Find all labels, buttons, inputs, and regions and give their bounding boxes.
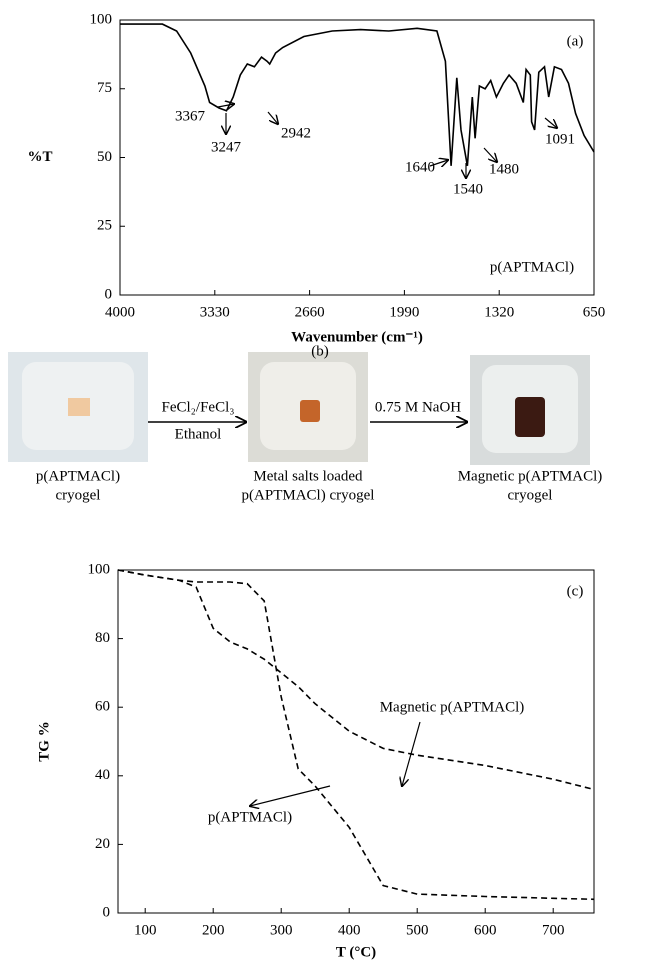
annotation: 1540 bbox=[453, 181, 483, 197]
annotation: 2942 bbox=[281, 125, 311, 141]
sample bbox=[68, 398, 90, 416]
annotation-arrow bbox=[545, 118, 557, 128]
caption: p(APTMACl) cryogel bbox=[242, 487, 375, 503]
annotation-arrow bbox=[484, 148, 497, 162]
caption: cryogel bbox=[508, 487, 553, 503]
photo-panel bbox=[8, 352, 590, 465]
annotation-arrow bbox=[218, 104, 234, 107]
sample bbox=[515, 397, 545, 437]
x-tick-label: 650 bbox=[583, 304, 606, 320]
panel-label: (b) bbox=[311, 343, 329, 359]
x-tick-label: 1320 bbox=[484, 304, 514, 320]
panel-label: (a) bbox=[567, 33, 584, 49]
y-tick-label: 0 bbox=[105, 286, 113, 302]
caption: cryogel bbox=[56, 487, 101, 503]
caption: p(APTMACl) bbox=[36, 468, 120, 484]
sample bbox=[300, 400, 320, 422]
annotation: 3247 bbox=[211, 139, 242, 155]
x-axis-label: Wavenumber (cm⁻¹) bbox=[291, 329, 423, 345]
x-tick-label: 500 bbox=[406, 922, 429, 938]
y-tick-label: 50 bbox=[97, 149, 112, 165]
panel-label: (c) bbox=[567, 583, 584, 599]
y-tick-label: 75 bbox=[97, 80, 112, 96]
y-tick-label: 80 bbox=[95, 630, 110, 646]
x-tick-label: 200 bbox=[202, 922, 225, 938]
y-tick-label: 40 bbox=[95, 767, 110, 783]
arrow-label: Ethanol bbox=[175, 426, 222, 442]
series-label: p(APTMACl) bbox=[208, 809, 292, 825]
y-axis-label: %T bbox=[27, 149, 52, 165]
annotation-arrow bbox=[250, 786, 330, 806]
caption: Magnetic p(APTMACl) bbox=[458, 468, 603, 484]
data-line bbox=[118, 570, 594, 790]
x-tick-label: 400 bbox=[338, 922, 361, 938]
y-axis-label: TG % bbox=[36, 721, 52, 761]
series-label: p(APTMACl) bbox=[490, 259, 574, 275]
y-tick-label: 100 bbox=[90, 11, 113, 27]
x-tick-label: 4000 bbox=[105, 304, 135, 320]
x-tick-label: 700 bbox=[542, 922, 565, 938]
x-axis-label: T (°C) bbox=[336, 944, 376, 960]
y-tick-label: 60 bbox=[95, 699, 110, 715]
figure: (b) p(APTMACl) cryogel Metal salts loaded p… bbox=[0, 0, 654, 962]
annotation: 1640 bbox=[405, 159, 435, 175]
annotation: 1480 bbox=[489, 161, 519, 177]
y-tick-label: 100 bbox=[88, 561, 111, 577]
y-tick-label: 20 bbox=[95, 836, 110, 852]
annotation-arrow bbox=[268, 112, 278, 124]
x-tick-label: 600 bbox=[474, 922, 497, 938]
arrow-label: 0.75 M NaOH bbox=[375, 399, 461, 415]
caption: Metal salts loaded bbox=[253, 468, 363, 484]
x-tick-label: 2660 bbox=[295, 304, 325, 320]
x-tick-label: 1990 bbox=[389, 304, 419, 320]
data-line bbox=[120, 24, 594, 166]
series-label: Magnetic p(APTMACl) bbox=[380, 699, 525, 715]
annotation-arrow bbox=[402, 722, 420, 786]
y-tick-label: 0 bbox=[103, 904, 111, 920]
plot-frame bbox=[118, 570, 594, 913]
annotation: 3367 bbox=[175, 108, 206, 124]
y-tick-label: 25 bbox=[97, 218, 112, 234]
annotation: 1091 bbox=[545, 131, 575, 147]
x-tick-label: 100 bbox=[134, 922, 157, 938]
plot-frame bbox=[120, 20, 594, 295]
arrow-label: FeCl₂/FeCl₃ bbox=[162, 399, 235, 415]
x-tick-label: 3330 bbox=[200, 304, 230, 320]
x-tick-label: 300 bbox=[270, 922, 293, 938]
